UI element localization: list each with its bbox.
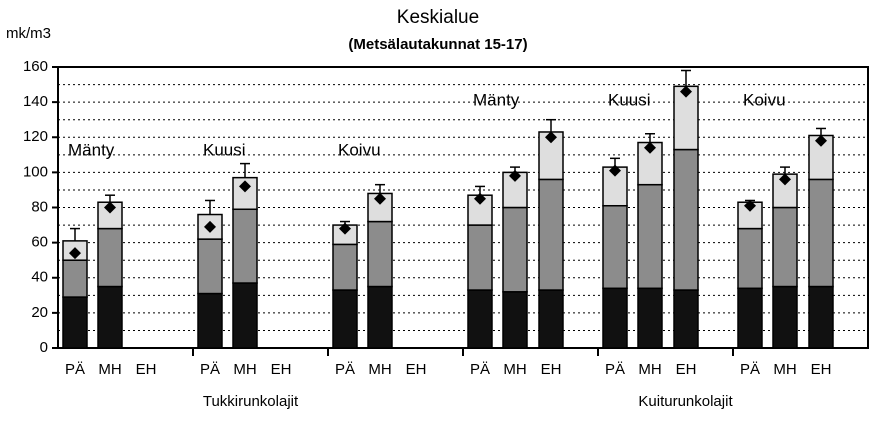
bar-segment: [808, 285, 834, 349]
marker: [104, 201, 116, 214]
x-tick-label: EH: [406, 361, 427, 378]
x-tick-label: EH: [811, 361, 832, 378]
group-label: Koivu: [743, 90, 786, 109]
marker: [239, 180, 251, 193]
x-tick-label: PÄ: [335, 361, 355, 378]
x-tick-label: MH: [233, 361, 256, 378]
bar-segment: [538, 178, 564, 291]
marker: [644, 141, 656, 154]
marker: [204, 220, 216, 233]
group-label: Kuusi: [203, 140, 246, 159]
bar-segment: [737, 227, 763, 290]
bar-segment: [637, 287, 663, 349]
bar-segment: [232, 208, 258, 284]
x-tick-label: PÄ: [470, 361, 490, 378]
group-label: Mänty: [473, 90, 520, 109]
x-tick-label: MH: [638, 361, 661, 378]
x-tick-label: EH: [136, 361, 157, 378]
x-tick-label: MH: [98, 361, 121, 378]
x-tick-label: EH: [676, 361, 697, 378]
y-tick-label: 80: [31, 198, 48, 215]
marker: [69, 247, 81, 260]
x-tick-label: EH: [271, 361, 292, 378]
section-label: Kuiturunkolajit: [638, 393, 733, 410]
y-tick-label: 140: [23, 93, 48, 110]
y-tick-label: 120: [23, 128, 48, 145]
marker: [744, 199, 756, 212]
marker: [609, 164, 621, 177]
bar-segment: [502, 206, 528, 293]
bar-segment: [197, 292, 223, 349]
y-tick-label: 40: [31, 269, 48, 286]
marker: [374, 192, 386, 205]
bar-segment: [772, 285, 798, 349]
bar-segment: [332, 243, 358, 291]
bar-segment: [367, 220, 393, 288]
y-tick-label: 60: [31, 234, 48, 251]
bar-segment: [97, 227, 123, 288]
y-tick-label: 160: [23, 58, 48, 75]
x-tick-label: MH: [368, 361, 391, 378]
marker: [474, 192, 486, 205]
section-label: Tukkirunkolajit: [203, 393, 299, 410]
x-tick-label: MH: [773, 361, 796, 378]
x-tick-label: PÄ: [65, 361, 85, 378]
y-tick-label: 0: [40, 339, 48, 356]
group-label: Mänty: [68, 140, 115, 159]
x-tick-label: PÄ: [605, 361, 625, 378]
y-tick-label: 100: [23, 163, 48, 180]
chart-subtitle: (Metsälautakunnat 15-17): [348, 36, 527, 53]
bar-segment: [538, 289, 564, 349]
bar-segment: [737, 287, 763, 349]
bar-segment: [808, 178, 834, 288]
chart-title: Keskialue: [397, 7, 479, 28]
x-tick-label: EH: [541, 361, 562, 378]
bar-segment: [602, 204, 628, 290]
marker: [680, 85, 692, 98]
marker: [545, 131, 557, 144]
bar-segment: [467, 289, 493, 349]
marker: [509, 169, 521, 182]
marker: [779, 173, 791, 186]
marker: [339, 222, 351, 235]
y-tick-label: 20: [31, 304, 48, 321]
marker: [815, 134, 827, 147]
bar-segment: [637, 183, 663, 290]
bar-segment: [772, 206, 798, 288]
group-label: Kuusi: [608, 90, 651, 109]
bar-segment: [62, 259, 88, 298]
group-label: Koivu: [338, 140, 381, 159]
x-tick-label: PÄ: [740, 361, 760, 378]
bar-segment: [62, 296, 88, 349]
bar-segment: [467, 224, 493, 291]
bar-segment: [502, 291, 528, 349]
x-tick-label: PÄ: [200, 361, 220, 378]
bar-segment: [602, 287, 628, 349]
bar-segment: [673, 148, 699, 291]
bar-segment: [673, 289, 699, 349]
bar-segment: [197, 238, 223, 295]
bar-segment: [367, 285, 393, 349]
bar-segment: [232, 282, 258, 349]
x-tick-label: MH: [503, 361, 526, 378]
y-axis-label: mk/m3: [6, 25, 51, 42]
bar-segment: [332, 289, 358, 349]
bar-segment: [97, 285, 123, 349]
